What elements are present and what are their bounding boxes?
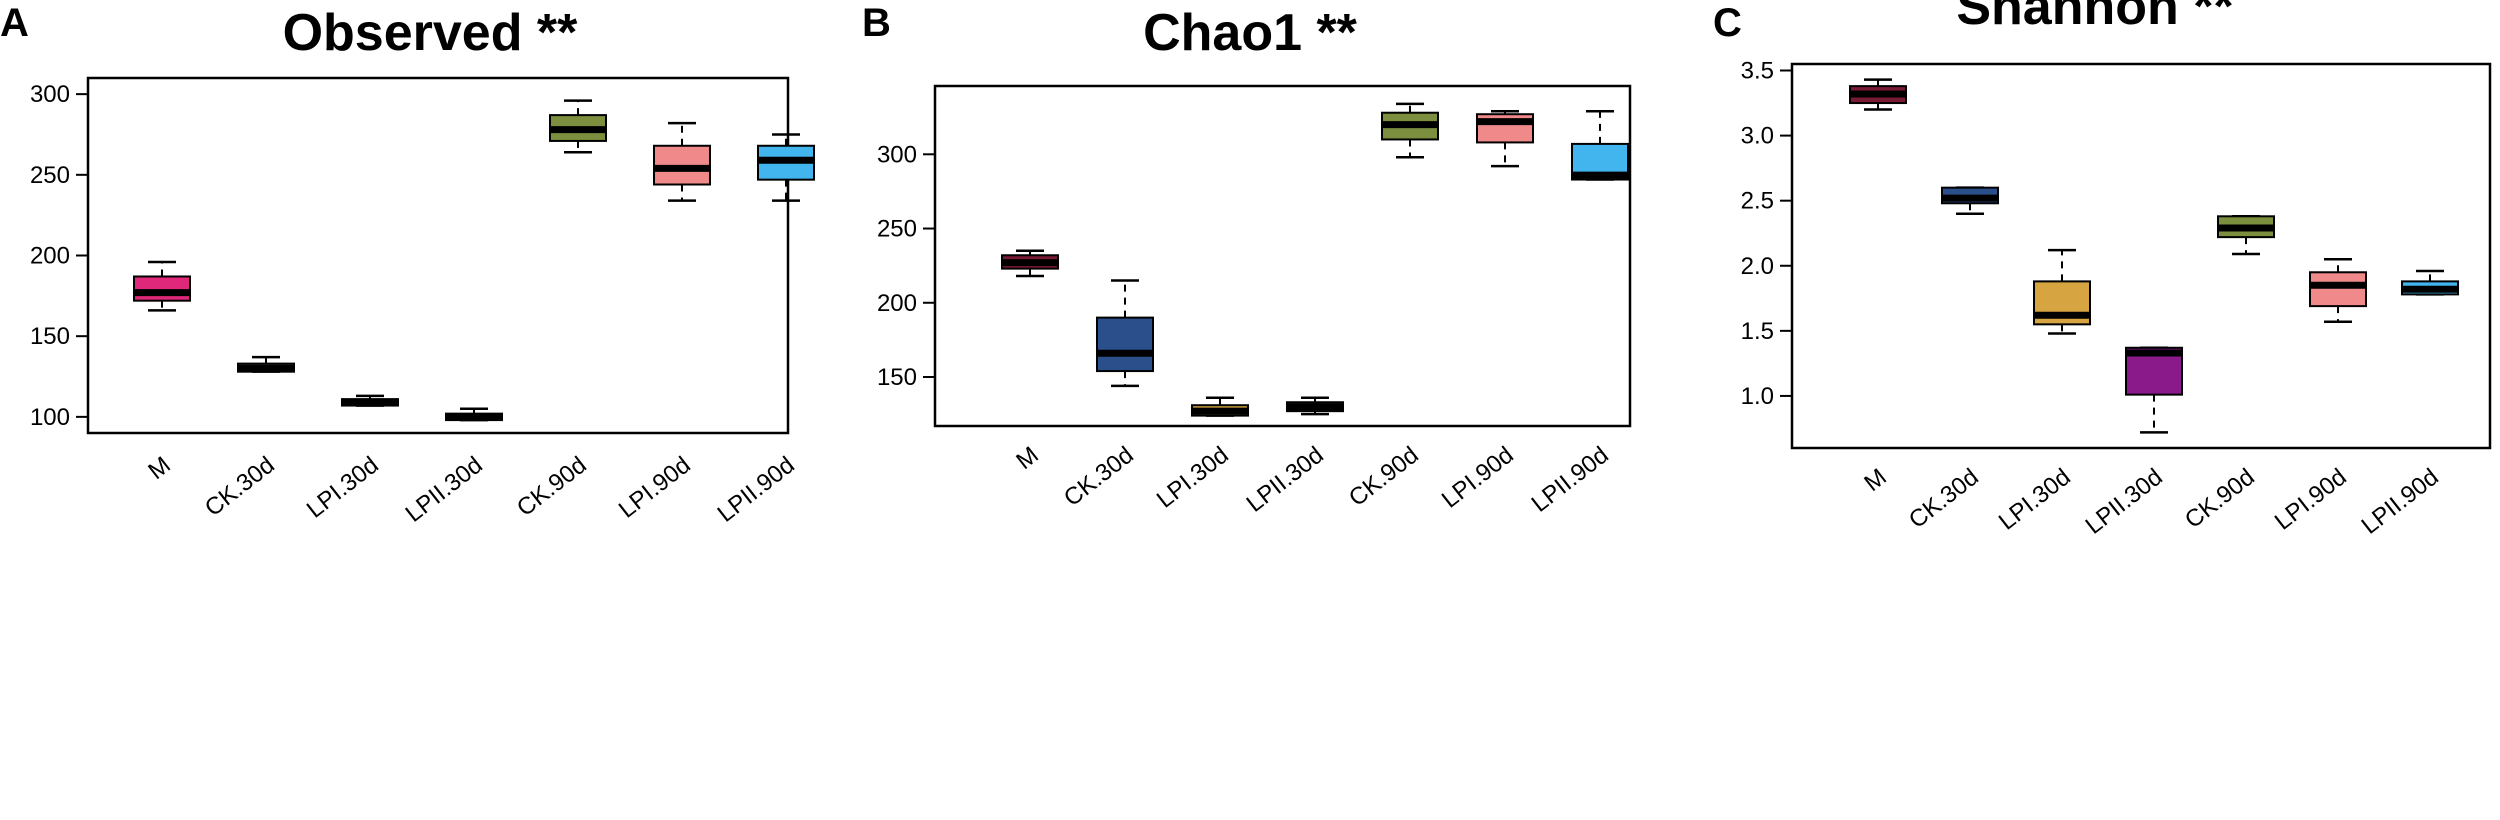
panel-a: A Observed ** 100 150 200 250 300 M CK.30d LPI… <box>0 1 815 528</box>
panel-letter-b: B <box>862 1 891 45</box>
box-iqr <box>2309 271 2367 308</box>
x-category-label: LPII.90d <box>2357 463 2444 539</box>
x-category-label: LPII.90d <box>713 451 800 527</box>
x-category-label: CK.30d <box>1059 441 1139 512</box>
box-LPI.30d <box>2033 248 2091 335</box>
y-tick-label: 3.5 <box>1741 58 1774 85</box>
box-iqr <box>1096 316 1154 373</box>
panel-c: C Shannon ** 1.01.52.02.53.03.5 M CK.30d L… <box>1713 0 2492 540</box>
box-CK.30d <box>1096 279 1154 388</box>
x-category-label: LPI.30d <box>1994 463 2076 535</box>
x-category-label: M <box>143 451 175 485</box>
panel-title-b: Chao1 ** <box>1143 4 1358 62</box>
x-category-label: CK.30d <box>200 451 280 522</box>
y-tick-label: 300 <box>877 141 917 168</box>
box-LPII.90d <box>2401 269 2459 296</box>
box-LPI.30d <box>1191 396 1249 417</box>
y-tick-label: 2.0 <box>1741 253 1774 280</box>
box-LPII.90d <box>1571 109 1629 181</box>
box-LPI.90d <box>1476 109 1534 168</box>
box-LPII.30d <box>445 407 503 422</box>
x-labels-c: M CK.30d LPI.30d LPII.30d CK.90d LPI.90d LPII.… <box>1859 463 2443 539</box>
y-tick-label: 200 <box>30 243 70 270</box>
boxes-b <box>1001 102 1629 417</box>
boxes-c <box>1849 78 2459 434</box>
panel-title-c: Shannon ** <box>1956 0 2234 36</box>
plot-frame-b <box>933 84 1632 428</box>
x-category-label: LPI.30d <box>302 451 384 523</box>
box-LPII.30d <box>2125 346 2183 434</box>
x-category-label: LPII.90d <box>1527 441 1614 517</box>
x-category-label: LPII.30d <box>401 451 488 527</box>
y-tick-label: 200 <box>877 290 917 317</box>
y-axis-b: 150 200 250 300 <box>877 141 935 391</box>
box-LPI.90d <box>2309 258 2367 323</box>
box-M <box>1001 249 1059 278</box>
boxes-a <box>133 99 815 422</box>
y-tick-label: 250 <box>877 216 917 243</box>
box-iqr <box>133 275 191 302</box>
box-LPI.30d <box>341 394 399 407</box>
y-tick-label: 1.0 <box>1741 383 1774 410</box>
x-category-label: CK.90d <box>512 451 592 522</box>
y-axis-c: 1.0 1.5 2.0 2.5 3.0 3.5 <box>1741 58 1792 410</box>
x-labels-b: M CK.30d LPI.30d LPII.30d CK.90d LPI.90d LPII.… <box>1011 441 1613 517</box>
x-category-label: LPI.90d <box>614 451 696 523</box>
x-labels-a: M CK.30d LPI.30d LPII.30d CK.90d LPI.90d LPII.… <box>143 451 799 527</box>
box-CK.30d <box>237 355 295 373</box>
box-CK.30d <box>1941 186 1999 215</box>
y-tick-label: 3.0 <box>1741 123 1774 150</box>
y-tick-label: 1.5 <box>1741 318 1774 345</box>
x-category-label: M <box>1859 463 1891 497</box>
x-category-label: M <box>1011 441 1043 475</box>
box-CK.90d <box>2217 215 2275 256</box>
box-CK.90d <box>1381 102 1439 159</box>
y-tick-label: 150 <box>30 323 70 350</box>
y-tick-label: 300 <box>30 81 70 108</box>
x-category-label: LPI.30d <box>1152 441 1234 513</box>
box-M <box>133 260 191 312</box>
y-tick-label: 100 <box>30 404 70 431</box>
panel-letter-a: A <box>0 1 29 45</box>
box-LPII.90d <box>757 133 815 202</box>
y-tick-label: 2.5 <box>1741 188 1774 215</box>
y-tick-label: 150 <box>877 364 917 391</box>
x-category-label: LPII.30d <box>2081 463 2168 539</box>
x-category-label: LPII.30d <box>1242 441 1329 517</box>
x-category-label: CK.90d <box>2180 463 2260 534</box>
box-CK.90d <box>549 99 607 154</box>
panel-letter-c: C <box>1713 1 1742 45</box>
y-tick-label: 250 <box>30 162 70 189</box>
box-LPII.30d <box>1286 396 1344 416</box>
x-category-label: LPI.90d <box>1437 441 1519 513</box>
y-axis-a: 100 150 200 250 300 <box>30 81 88 431</box>
panel-title-a: Observed ** <box>283 4 579 62</box>
x-category-label: LPI.90d <box>2270 463 2352 535</box>
box-M <box>1849 78 1907 111</box>
x-category-label: CK.30d <box>1904 463 1984 534</box>
box-LPI.90d <box>653 121 711 202</box>
plot-frame-c <box>1790 62 2492 450</box>
x-category-label: CK.90d <box>1344 441 1424 512</box>
